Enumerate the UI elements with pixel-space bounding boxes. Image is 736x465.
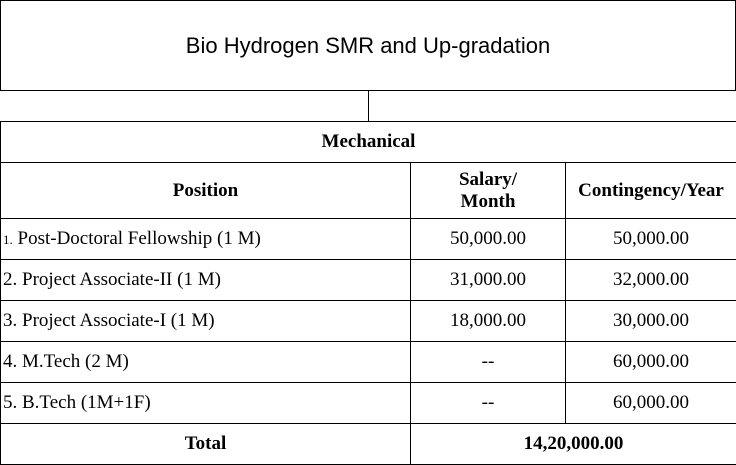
position-label: B.Tech (1M+1F) bbox=[17, 392, 150, 413]
position-cell: 3. Project Associate-I (1 M) bbox=[1, 301, 411, 342]
header-salary-line1: Salary/ bbox=[459, 169, 517, 190]
row-number: 1. bbox=[3, 232, 13, 247]
row-number: 2. bbox=[3, 269, 17, 290]
header-salary: Salary/ Month bbox=[411, 163, 566, 219]
salary-cell: 50,000.00 bbox=[411, 219, 566, 260]
position-cell: 2. Project Associate-II (1 M) bbox=[1, 260, 411, 301]
position-label: Project Associate-II (1 M) bbox=[17, 269, 221, 290]
table-row: 3. Project Associate-I (1 M) 18,000.00 3… bbox=[1, 301, 736, 342]
connector-line bbox=[368, 91, 369, 121]
position-label: M.Tech (2 M) bbox=[17, 351, 129, 372]
position-cell: 4. M.Tech (2 M) bbox=[1, 342, 411, 383]
table-row: 5. B.Tech (1M+1F) -- 60,000.00 bbox=[1, 383, 736, 424]
row-number: 3. bbox=[3, 310, 17, 331]
contingency-cell: 32,000.00 bbox=[566, 260, 736, 301]
salary-cell: -- bbox=[411, 383, 566, 424]
header-salary-line2: Month bbox=[461, 191, 516, 212]
contingency-cell: 30,000.00 bbox=[566, 301, 736, 342]
section-row: Mechanical bbox=[1, 122, 736, 163]
position-cell: 5. B.Tech (1M+1F) bbox=[1, 383, 411, 424]
salary-cell: -- bbox=[411, 342, 566, 383]
salary-cell: 31,000.00 bbox=[411, 260, 566, 301]
position-label: Post-Doctoral Fellowship (1 M) bbox=[13, 228, 261, 249]
row-number: 4. bbox=[3, 351, 17, 372]
contingency-cell: 60,000.00 bbox=[566, 342, 736, 383]
contingency-cell: 50,000.00 bbox=[566, 219, 736, 260]
salary-cell: 18,000.00 bbox=[411, 301, 566, 342]
table-row: 1. Post-Doctoral Fellowship (1 M) 50,000… bbox=[1, 219, 736, 260]
table-row: 2. Project Associate-II (1 M) 31,000.00 … bbox=[1, 260, 736, 301]
position-cell: 1. Post-Doctoral Fellowship (1 M) bbox=[1, 219, 411, 260]
total-row: Total 14,20,000.00 bbox=[1, 424, 736, 465]
total-label: Total bbox=[1, 424, 411, 465]
row-number: 5. bbox=[3, 392, 17, 413]
total-value: 14,20,000.00 bbox=[411, 424, 736, 465]
position-label: Project Associate-I (1 M) bbox=[17, 310, 214, 331]
budget-table: Mechanical Position Salary/ Month Contin… bbox=[0, 121, 736, 465]
project-title: Bio Hydrogen SMR and Up-gradation bbox=[0, 0, 736, 91]
header-contingency: Contingency/Year bbox=[566, 163, 736, 219]
header-row: Position Salary/ Month Contingency/Year bbox=[1, 163, 736, 219]
section-title: Mechanical bbox=[1, 122, 736, 163]
header-position: Position bbox=[1, 163, 411, 219]
table-row: 4. M.Tech (2 M) -- 60,000.00 bbox=[1, 342, 736, 383]
contingency-cell: 60,000.00 bbox=[566, 383, 736, 424]
